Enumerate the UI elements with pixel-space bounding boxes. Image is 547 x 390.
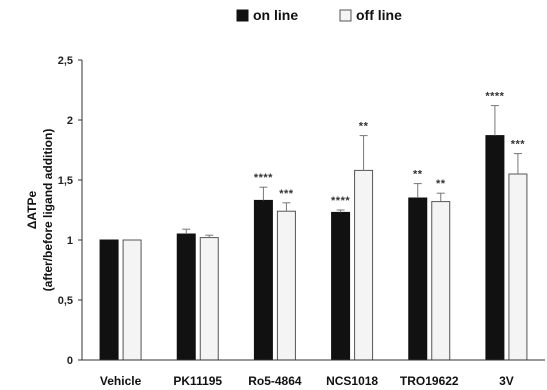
legend-label: on line <box>253 7 298 23</box>
bar-off-line <box>199 237 219 361</box>
significance-label: *** <box>511 139 526 151</box>
bar-on-line <box>99 239 119 361</box>
significance-label: **** <box>254 172 273 184</box>
significance-label: ** <box>359 121 369 133</box>
bar-off-line <box>354 169 374 361</box>
x-tick-label: NCS1018 <box>326 374 378 388</box>
legend-swatch <box>236 9 249 22</box>
y-axis-label-line2: (after/before ligand addition) <box>41 129 55 292</box>
bar-off-line <box>122 239 142 361</box>
bar-on-line <box>176 233 196 361</box>
y-tick-label: 2,5 <box>58 55 73 67</box>
x-tick-label: Ro5-4864 <box>248 374 302 388</box>
significance-label: ** <box>413 169 423 181</box>
y-tick-label: 1 <box>67 235 73 247</box>
y-tick-label: 1,5 <box>58 175 73 187</box>
y-tick-label: 0 <box>67 355 73 367</box>
bar-on-line <box>485 135 505 361</box>
significance-label: **** <box>485 91 504 103</box>
y-tick-label: 2 <box>67 115 73 127</box>
legend-swatch <box>339 9 352 22</box>
bar-off-line <box>431 201 451 361</box>
y-axis-label-line1: ΔATPe <box>25 190 39 229</box>
x-axis: Vehicle PK11195 Ro5-4864 NCS1018 TRO19622 3V <box>82 359 545 388</box>
y-axis: 0 0,5 1 1,5 2 2,5 <box>58 55 83 367</box>
significance-label: *** <box>279 188 294 200</box>
x-tick-label: PK11195 <box>173 374 222 388</box>
legend: on line off line <box>236 7 402 23</box>
x-tick-label: 3V <box>499 374 514 388</box>
significance-label: **** <box>331 195 350 207</box>
bar-on-line <box>331 211 351 361</box>
x-tick-label: Vehicle <box>100 374 142 388</box>
y-axis-label: ΔATPe (after/before ligand addition) <box>25 129 55 292</box>
significance-label: ** <box>436 178 446 190</box>
bar-off-line <box>508 173 528 361</box>
bar-on-line <box>408 197 428 361</box>
bar-off-line <box>276 210 296 361</box>
legend-label: off line <box>356 7 402 23</box>
bar-on-line <box>253 199 273 361</box>
bars: ************************ <box>99 91 528 361</box>
y-tick-label: 0,5 <box>58 295 73 307</box>
x-tick-label: TRO19622 <box>400 374 459 388</box>
